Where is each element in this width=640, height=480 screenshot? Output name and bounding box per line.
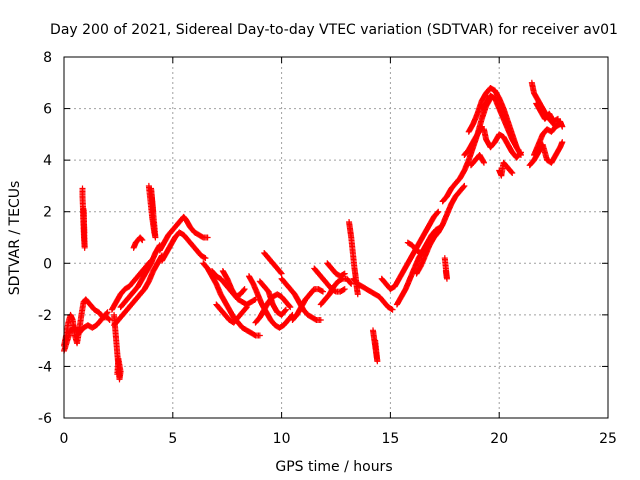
data-point <box>241 286 248 293</box>
data-point <box>340 271 347 278</box>
y-tick-label: 4 <box>43 153 52 169</box>
data-point <box>435 208 442 215</box>
grid-lines <box>64 57 608 418</box>
data-point <box>553 116 560 123</box>
data-point <box>282 307 289 314</box>
x-tick-label: 20 <box>490 431 508 447</box>
data-point <box>434 209 441 216</box>
data-point <box>372 337 379 344</box>
data-point <box>240 286 247 293</box>
data-point <box>202 255 209 262</box>
y-tick-label: 0 <box>43 256 52 272</box>
data-point <box>103 310 110 317</box>
data-point <box>105 316 112 323</box>
data-point <box>277 269 284 276</box>
data-point <box>243 304 250 311</box>
data-point <box>104 309 111 316</box>
x-tick-label: 10 <box>273 431 291 447</box>
y-tick-label: -2 <box>38 308 52 324</box>
data-point <box>282 306 289 313</box>
data-point <box>201 254 208 261</box>
data-point <box>287 304 294 311</box>
y-axis-label: SDTVAR / TECUs <box>7 181 23 296</box>
data-point <box>256 332 263 339</box>
data-point <box>319 288 326 295</box>
data-point <box>508 169 515 176</box>
data-point <box>460 183 467 190</box>
x-tick-label: 0 <box>60 431 69 447</box>
data-point <box>286 303 293 310</box>
x-tick-label: 5 <box>168 431 177 447</box>
data-point <box>278 270 285 277</box>
data-point <box>417 249 424 256</box>
x-axis-label: GPS time / hours <box>275 459 392 475</box>
data-point <box>517 151 524 158</box>
axis-ticks <box>63 56 609 419</box>
data-point <box>509 170 516 177</box>
data-point <box>139 237 146 244</box>
data-point <box>341 286 348 293</box>
data-point <box>554 115 561 122</box>
chart-title: Day 200 of 2021, Sidereal Day-to-day VTE… <box>50 22 618 38</box>
tick-labels: 0 5 10 15 20 25 -6 -4 -2 0 2 4 6 8 <box>38 50 617 447</box>
data-point <box>442 268 449 275</box>
y-tick-label: 8 <box>43 50 52 66</box>
data-point <box>559 139 566 146</box>
y-tick-label: 6 <box>43 102 52 118</box>
y-tick-label: 2 <box>43 205 52 221</box>
data-point <box>340 286 347 293</box>
data-point <box>114 371 121 378</box>
data-points <box>61 79 566 383</box>
plot-frame <box>63 56 609 419</box>
data-point <box>243 304 250 311</box>
data-point <box>347 280 354 287</box>
data-point <box>138 236 145 243</box>
y-tick-label: -4 <box>38 359 52 375</box>
data-point <box>389 306 396 313</box>
data-point <box>318 288 325 295</box>
data-point <box>341 270 348 277</box>
data-point <box>81 229 88 236</box>
data-point <box>388 306 395 313</box>
data-point <box>416 249 423 256</box>
data-point <box>204 234 211 241</box>
data-point <box>251 297 258 304</box>
data-point <box>317 317 324 324</box>
data-point <box>354 291 361 298</box>
y-tick-label: -6 <box>38 411 52 427</box>
data-point <box>348 280 355 287</box>
x-tick-label: 25 <box>599 431 617 447</box>
data-point <box>150 208 157 215</box>
data-point <box>480 159 487 166</box>
data-point <box>559 123 566 130</box>
data-point <box>461 182 468 189</box>
x-tick-label: 15 <box>381 431 399 447</box>
